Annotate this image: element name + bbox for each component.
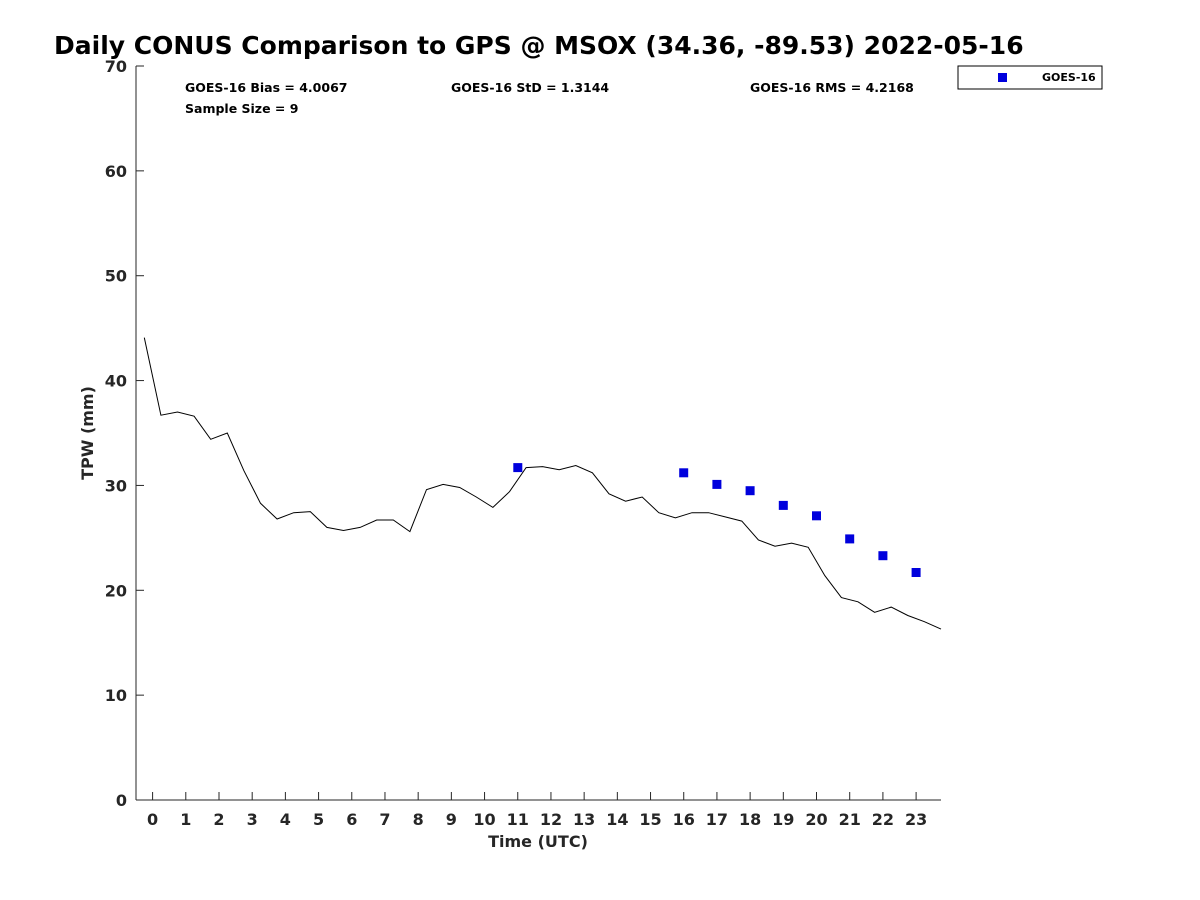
x-tick-label: 17 <box>706 810 728 829</box>
x-tick-label: 23 <box>905 810 927 829</box>
y-tick-label: 70 <box>105 57 127 76</box>
axes <box>135 66 941 801</box>
goes16-point <box>845 534 855 544</box>
goes16-point <box>513 463 523 473</box>
chart-title: Daily CONUS Comparison to GPS @ MSOX (34… <box>54 31 1024 60</box>
legend-marker-goes16 <box>998 73 1007 82</box>
x-tick-label: 0 <box>147 810 158 829</box>
stat-std: GOES-16 StD = 1.3144 <box>451 80 609 95</box>
goes16-point <box>878 551 888 561</box>
x-tick-label: 7 <box>379 810 390 829</box>
legend-label-goes16: GOES-16 <box>1042 71 1096 84</box>
y-ticks: 0 10 20 30 40 50 60 70 <box>105 57 144 810</box>
stat-sample-size: Sample Size = 9 <box>185 101 298 116</box>
y-tick-label: 20 <box>105 581 127 600</box>
x-tick-label: 10 <box>473 810 495 829</box>
x-tick-label: 4 <box>280 810 291 829</box>
x-tick-label: 22 <box>872 810 894 829</box>
y-tick-label: 10 <box>105 686 127 705</box>
x-tick-label: 14 <box>606 810 628 829</box>
x-tick-label: 21 <box>839 810 861 829</box>
x-tick-label: 1 <box>180 810 191 829</box>
y-tick-label: 0 <box>116 791 127 810</box>
goes16-point <box>911 568 921 577</box>
x-tick-label: 15 <box>639 810 661 829</box>
x-tick-label: 18 <box>739 810 761 829</box>
x-tick-label: 9 <box>446 810 457 829</box>
stat-rms: GOES-16 RMS = 4.2168 <box>750 80 914 95</box>
x-tick-label: 5 <box>313 810 324 829</box>
legend: GOES-16 <box>957 65 1103 90</box>
goes16-point <box>778 500 788 510</box>
x-axis-label: Time (UTC) <box>488 832 588 851</box>
goes16-point <box>745 486 755 496</box>
goes16-point <box>812 511 821 521</box>
legend-box <box>957 65 1103 90</box>
gps-tpw-line <box>143 337 942 630</box>
x-tick-label: 19 <box>772 810 794 829</box>
x-tick-label: 8 <box>413 810 424 829</box>
x-tick-label: 6 <box>346 810 357 829</box>
x-tick-label: 3 <box>247 810 258 829</box>
x-tick-label: 20 <box>805 810 827 829</box>
x-tick-label: 13 <box>573 810 595 829</box>
x-tick-label: 2 <box>213 810 224 829</box>
y-tick-label: 60 <box>105 162 127 181</box>
y-axis-label: TPW (mm) <box>78 386 97 480</box>
y-tick-label: 50 <box>105 267 127 286</box>
x-tick-label: 16 <box>673 810 695 829</box>
goes16-point <box>712 479 722 489</box>
y-tick-label: 40 <box>105 372 127 391</box>
x-ticks: 0 1 2 3 4 5 6 7 8 9 10 11 12 13 14 15 16 17 18 19 20 21 22 23 <box>147 792 927 829</box>
stat-bias: GOES-16 Bias = 4.0067 <box>185 80 347 95</box>
goes16-point <box>679 468 689 478</box>
y-tick-label: 30 <box>105 476 127 495</box>
x-tick-label: 11 <box>507 810 529 829</box>
x-tick-label: 12 <box>540 810 562 829</box>
series-layer <box>143 337 942 630</box>
